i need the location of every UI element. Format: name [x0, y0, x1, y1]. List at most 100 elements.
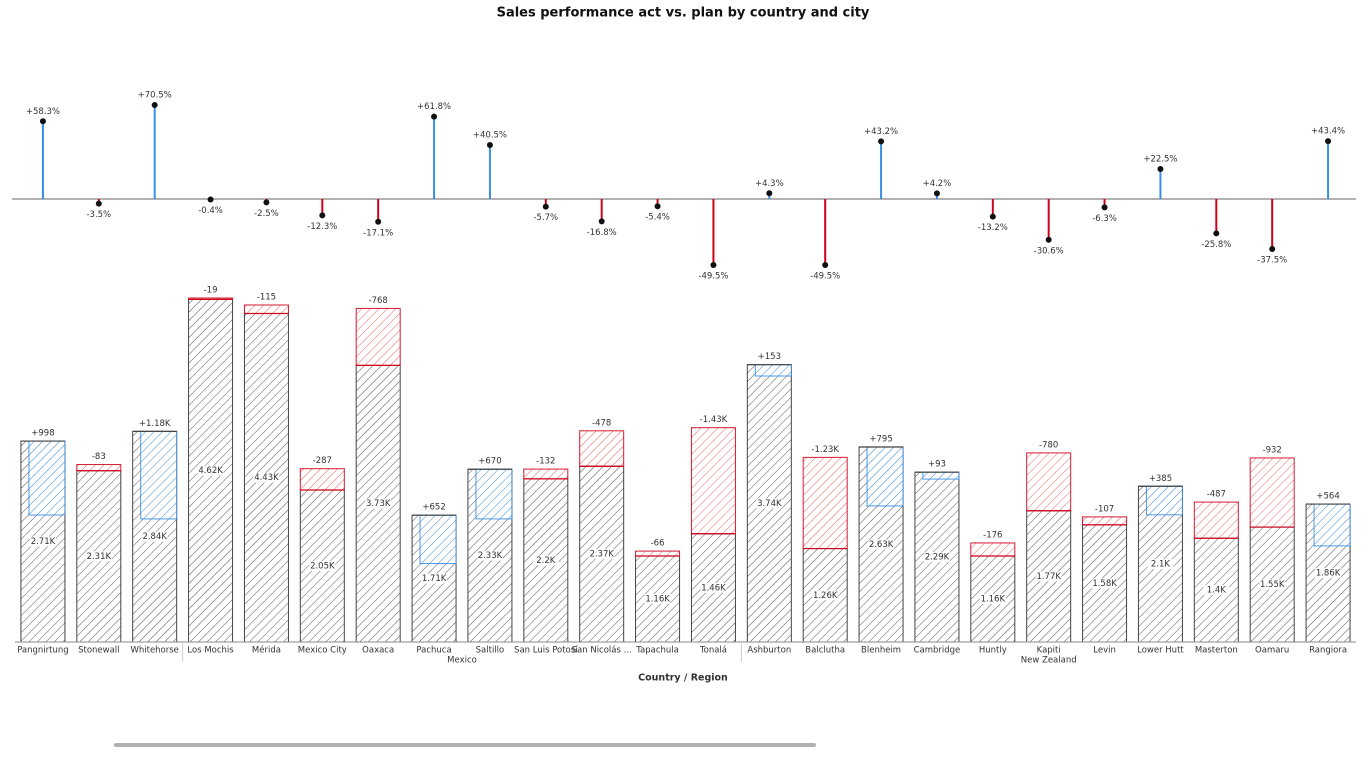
variance-label: -115 [257, 292, 276, 302]
pct-label: +70.5% [138, 91, 172, 101]
pct-label: +43.2% [864, 127, 898, 137]
variance-label: -780 [1039, 440, 1058, 450]
category-label: Pachuca [416, 646, 451, 656]
actual-label: 1.71K [422, 574, 447, 584]
category-label: Tonalá [699, 646, 727, 656]
actual-label: 2.29K [925, 553, 950, 563]
variance-label: -1.23K [811, 445, 839, 455]
pct-label: -17.1% [363, 228, 393, 238]
actual-label-bg [1259, 579, 1286, 590]
variance-box [299, 468, 345, 491]
variance-label: -1.43K [700, 415, 728, 425]
pct-label: -3.5% [86, 210, 111, 220]
category-label: Huntly [979, 646, 1007, 656]
variance-label: +998 [31, 429, 54, 439]
actual-label: 2.1K [1151, 560, 1171, 570]
actual-label-bg [588, 549, 615, 560]
actual-label-bg [979, 593, 1006, 604]
x-axis-title: Country / Region [638, 673, 728, 684]
variance-label: -176 [983, 530, 1002, 540]
pct-label: -30.6% [1034, 246, 1064, 256]
actual-label-bg [923, 552, 950, 563]
lollipop-dot [207, 196, 214, 203]
actual-label-bg [1203, 585, 1230, 596]
actual-label-bg [421, 573, 448, 584]
variance-label: -107 [1095, 504, 1114, 514]
lollipop-dot [1325, 138, 1332, 145]
actual-bar [243, 312, 289, 643]
category-label: Mérida [252, 645, 281, 656]
variance-box [1249, 457, 1295, 528]
pct-label: -37.5% [1257, 256, 1287, 266]
variance-label: -287 [313, 456, 332, 466]
lollipop-dot [431, 113, 438, 120]
category-label: Los Mochis [187, 646, 234, 656]
variance-label: -66 [651, 539, 665, 549]
variance-box [140, 430, 178, 520]
lollipop-dot [1157, 166, 1164, 172]
group-label: New Zealand [1021, 656, 1077, 666]
category-label: Stonewall [78, 646, 119, 656]
actual-label-bg [532, 555, 559, 566]
category-label: Levin [1093, 646, 1116, 656]
variance-box [1145, 485, 1183, 516]
actual-label-bg [756, 498, 783, 509]
variance-label: -487 [1207, 490, 1226, 500]
variance-box [28, 440, 66, 516]
lollipop-dot [822, 262, 829, 268]
lollipop-dot [1269, 246, 1276, 252]
variance-box [523, 468, 569, 480]
variance-label: +795 [869, 434, 892, 444]
actual-label-bg [1315, 568, 1342, 579]
variance-label: -932 [1263, 445, 1282, 455]
variance-label: +1.18K [139, 419, 171, 429]
lollipop-dot [654, 203, 661, 210]
variance-label: +652 [422, 503, 445, 513]
group-label: Mexico [447, 656, 477, 666]
category-label: Lower Hutt [1137, 646, 1184, 656]
variance-box [635, 550, 681, 557]
actual-label: 1.26K [813, 591, 838, 601]
actual-label-bg [253, 472, 280, 483]
variance-box [76, 464, 122, 472]
category-label: Whitehorse [130, 646, 178, 656]
scrollbar[interactable] [114, 743, 816, 747]
actual-label-bg [365, 498, 392, 509]
pct-label: -6.3% [1092, 214, 1117, 224]
actual-label-bg [141, 531, 168, 542]
variance-box [579, 430, 625, 467]
actual-label: 4.62K [198, 466, 223, 476]
lollipop-dot [39, 118, 46, 125]
actual-label: 2.71K [31, 537, 56, 547]
pct-label: +40.5% [473, 131, 507, 141]
actual-label-bg [85, 551, 112, 562]
actual-label: 2.37K [589, 550, 614, 560]
category-label: Balclutha [805, 646, 845, 656]
pct-label: -2.5% [254, 209, 279, 219]
category-label: San Luis Potosí [514, 646, 578, 656]
variance-label: -478 [592, 418, 611, 428]
lollipop-dot [1213, 230, 1220, 237]
pct-label: +4.2% [923, 179, 952, 189]
actual-label-bg [1035, 571, 1062, 582]
pct-label: -16.8% [587, 228, 617, 238]
variance-label: -19 [204, 286, 218, 296]
lollipop-dot [989, 213, 996, 220]
category-label: Kapiti [1037, 646, 1061, 656]
actual-label: 1.16K [645, 594, 670, 604]
actual-label: 2.63K [869, 540, 894, 550]
category-label: San Nicolás ... [572, 646, 632, 656]
actual-label: 2.33K [478, 551, 503, 561]
actual-label: 1.58K [1092, 579, 1117, 589]
category-label: Oaxaca [362, 646, 394, 656]
pct-label: +43.4% [1311, 127, 1345, 137]
lollipop-dot [933, 190, 940, 197]
actual-label: 1.77K [1036, 572, 1061, 582]
actual-label: 2.84K [142, 532, 167, 542]
actual-label: 1.46K [701, 583, 726, 593]
category-label: Saltillo [476, 646, 505, 656]
actual-label: 1.55K [1260, 580, 1285, 590]
category-label: Masterton [1195, 646, 1238, 656]
actual-label: 2.2K [536, 556, 556, 566]
